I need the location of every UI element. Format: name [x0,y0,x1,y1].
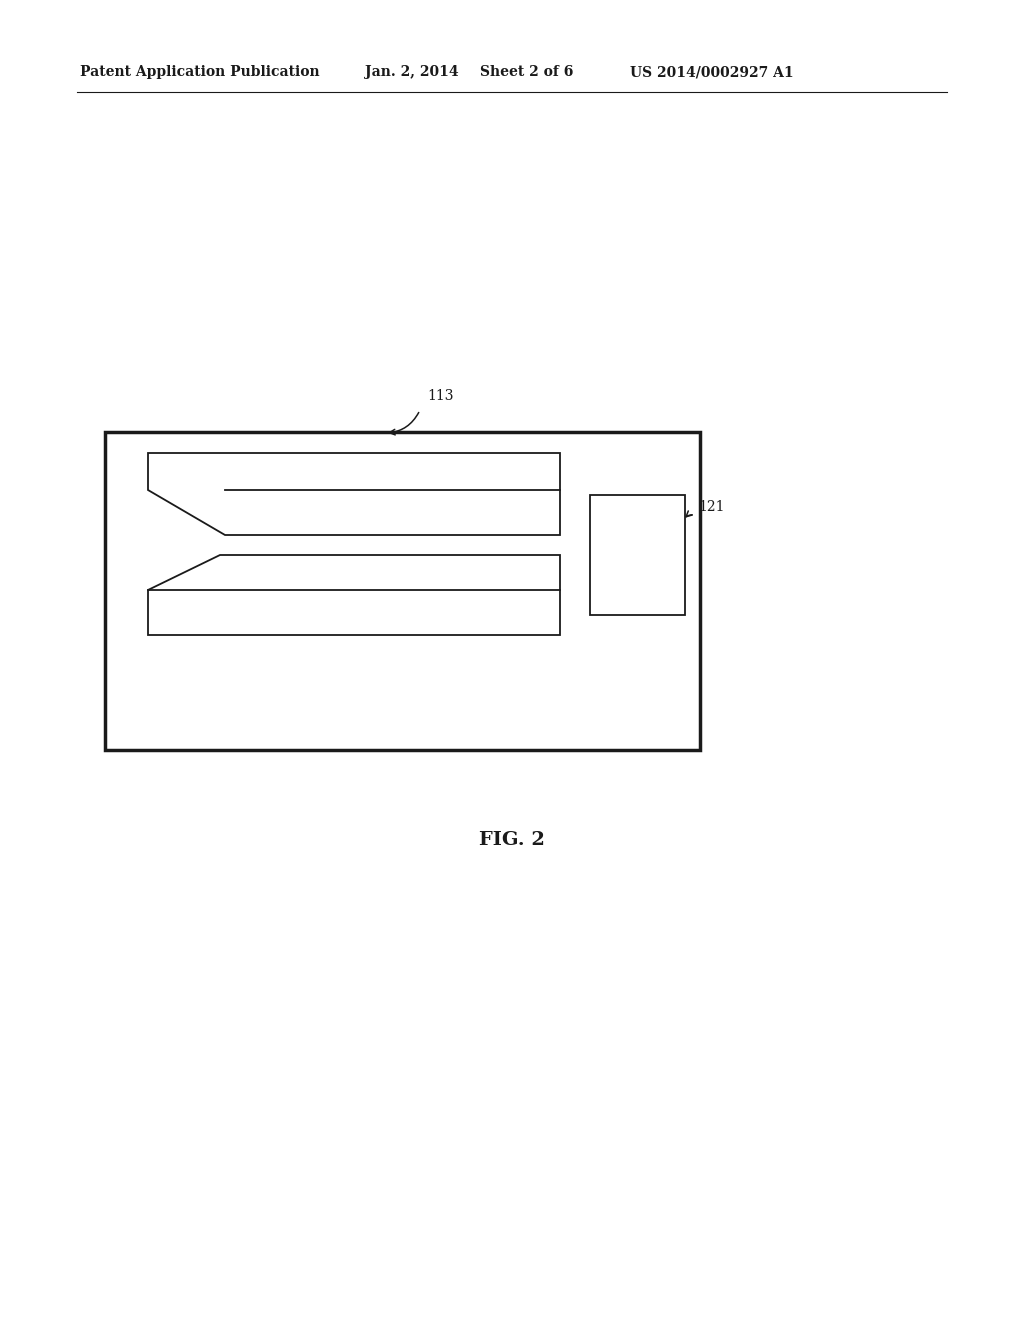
Text: 121: 121 [698,500,725,513]
FancyBboxPatch shape [105,432,700,750]
Text: Patent Application Publication: Patent Application Publication [80,65,319,79]
Text: Jan. 2, 2014: Jan. 2, 2014 [365,65,459,79]
Text: Sheet 2 of 6: Sheet 2 of 6 [480,65,573,79]
Text: US 2014/0002927 A1: US 2014/0002927 A1 [630,65,794,79]
Polygon shape [148,554,560,635]
Polygon shape [148,453,560,535]
Bar [590,495,685,615]
Text: FIG. 2: FIG. 2 [479,832,545,849]
Text: 113: 113 [427,389,454,403]
